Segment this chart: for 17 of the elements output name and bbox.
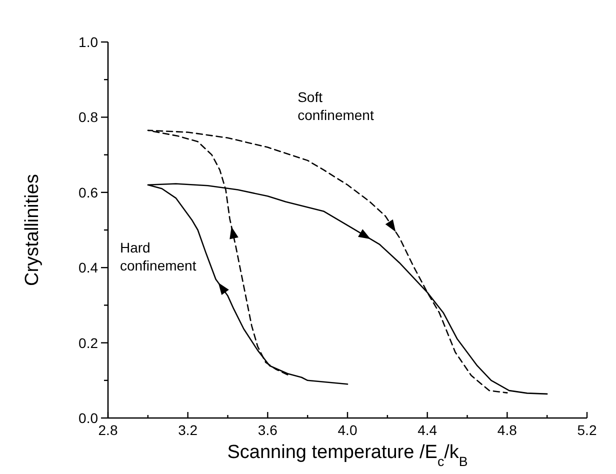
y-tick-label: 1.0 xyxy=(78,34,98,50)
y-tick-label: 0.8 xyxy=(78,109,98,126)
y-axis-title: Crystallinities xyxy=(22,174,43,286)
y-tick-label: 0.6 xyxy=(78,184,98,200)
annotation: Hard confinement xyxy=(120,240,196,274)
y-tick-label: 0.0 xyxy=(78,410,98,426)
annotation: Soft confinement xyxy=(298,89,374,124)
x-tick-label: 5.2 xyxy=(577,422,597,438)
x-tick-label: 3.2 xyxy=(178,422,198,438)
x-tick-label: 3.6 xyxy=(258,422,278,438)
y-tick-label: 0.2 xyxy=(78,334,98,351)
x-tick-label: 2.8 xyxy=(98,422,118,438)
x-tick-label: 4.8 xyxy=(497,422,518,438)
x-tick-label: 4.4 xyxy=(418,422,438,438)
y-tick-label: 0.4 xyxy=(78,260,98,276)
x-tick-label: 4.0 xyxy=(338,422,358,438)
x-axis-title: Scanning temperature /E$_{c}$/k$_{B}$ xyxy=(227,442,468,468)
